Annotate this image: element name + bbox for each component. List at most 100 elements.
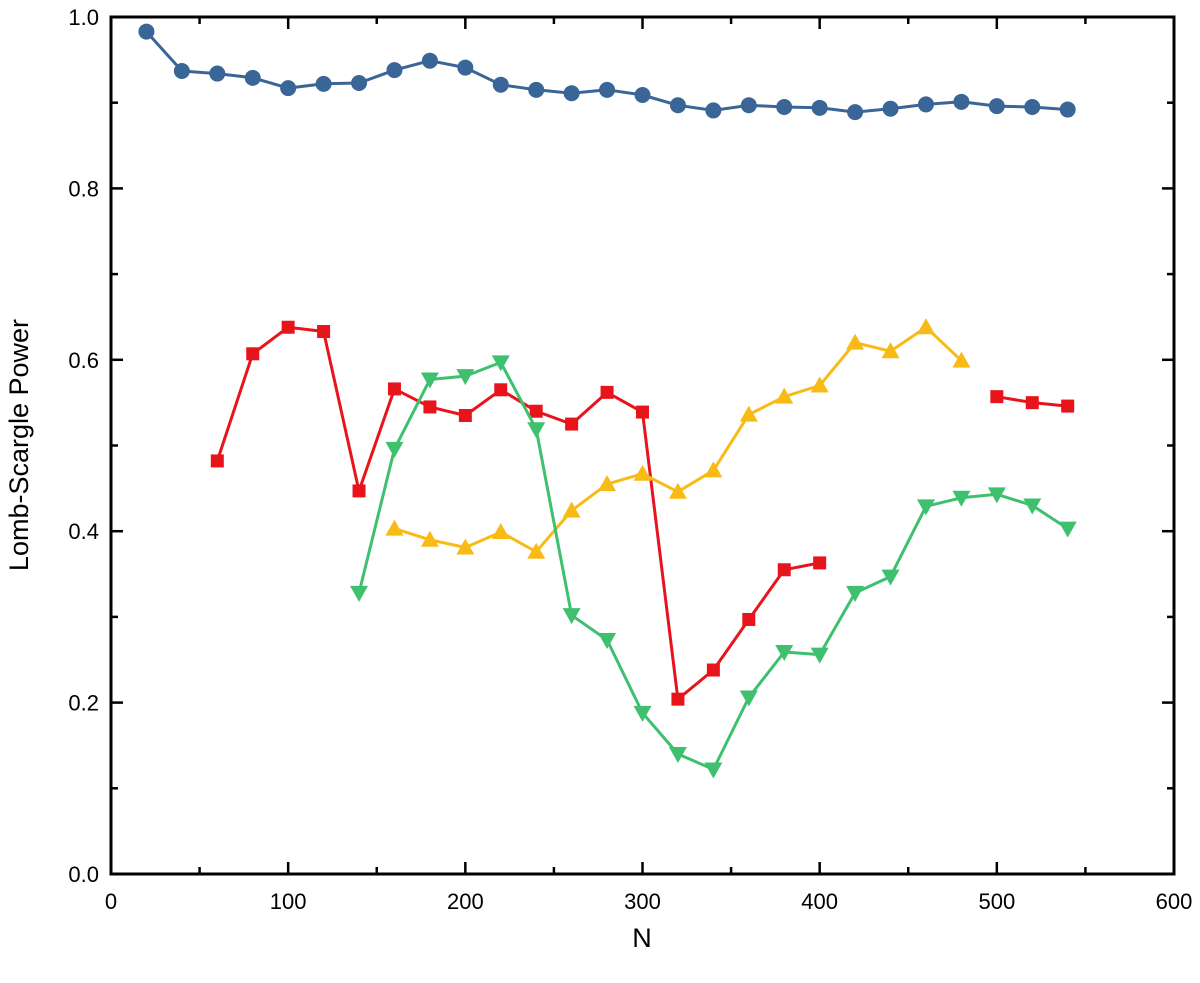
data-point xyxy=(1058,521,1077,538)
data-point xyxy=(739,405,758,422)
data-point xyxy=(246,347,260,361)
data-point xyxy=(598,475,617,492)
data-point xyxy=(1024,98,1041,115)
series-4 xyxy=(350,355,1077,779)
data-point xyxy=(456,369,475,386)
data-point xyxy=(777,563,791,577)
data-point xyxy=(988,98,1005,115)
data-point xyxy=(668,482,687,499)
y-tick-label: 0.8 xyxy=(68,176,99,201)
data-point xyxy=(847,104,864,121)
data-point xyxy=(776,98,793,115)
data-point xyxy=(458,409,472,423)
x-tick-label: 100 xyxy=(270,889,307,914)
data-point xyxy=(315,75,332,92)
y-axis: 0.0 0.2 0.4 0.6 0.8 1.0 xyxy=(68,5,1174,887)
data-point xyxy=(810,647,829,664)
series-line xyxy=(357,360,1069,771)
x-tick-label: 200 xyxy=(447,889,484,914)
y-tick-label: 1.0 xyxy=(68,5,99,30)
data-point xyxy=(810,376,829,393)
data-point xyxy=(704,461,723,478)
data-point xyxy=(742,612,756,626)
data-point xyxy=(317,325,331,339)
series-1 xyxy=(138,23,1076,121)
data-point xyxy=(492,76,509,93)
data-point xyxy=(491,355,510,372)
data-point xyxy=(775,387,794,404)
data-point xyxy=(668,747,687,764)
x-tick-label: 400 xyxy=(801,889,838,914)
data-point xyxy=(633,464,652,481)
data-point xyxy=(527,422,546,439)
data-point xyxy=(1023,498,1042,515)
data-point xyxy=(351,74,368,91)
data-point xyxy=(244,69,261,86)
data-point xyxy=(527,542,546,559)
data-point xyxy=(633,705,652,722)
data-point xyxy=(386,62,403,79)
data-point xyxy=(1025,396,1039,410)
data-point xyxy=(385,519,404,536)
data-point xyxy=(387,382,401,396)
data-point xyxy=(740,97,757,114)
x-tick-label: 300 xyxy=(624,889,661,914)
y-tick-label: 0.6 xyxy=(68,348,99,373)
data-point xyxy=(705,102,722,119)
data-point xyxy=(775,645,794,662)
data-point xyxy=(420,372,439,389)
series-2 xyxy=(210,320,1075,706)
data-point xyxy=(990,390,1004,404)
series-3 xyxy=(385,318,971,559)
x-tick-label: 0 xyxy=(105,889,117,914)
data-point xyxy=(846,585,865,602)
data-point xyxy=(600,385,614,399)
data-point xyxy=(423,400,437,414)
data-point xyxy=(917,96,934,113)
y-tick-label: 0.0 xyxy=(68,862,99,887)
data-point xyxy=(280,80,297,97)
data-point xyxy=(491,523,510,540)
data-point xyxy=(350,585,369,602)
data-point xyxy=(811,99,828,116)
data-point xyxy=(882,100,899,117)
data-point xyxy=(706,663,720,677)
data-point xyxy=(739,690,758,707)
data-point xyxy=(173,62,190,79)
data-point xyxy=(352,484,366,498)
data-point xyxy=(952,351,971,368)
data-point xyxy=(562,608,581,625)
data-point xyxy=(881,342,900,359)
data-point xyxy=(456,538,475,555)
y-tick-label: 0.2 xyxy=(68,691,99,716)
data-point xyxy=(671,692,685,706)
plot-frame xyxy=(109,15,1176,876)
data-point xyxy=(669,97,686,114)
series-line xyxy=(215,325,820,701)
data-point xyxy=(420,530,439,547)
data-point xyxy=(494,383,508,397)
data-point xyxy=(634,86,651,103)
data-point xyxy=(916,318,935,335)
data-point xyxy=(563,85,580,102)
data-point xyxy=(138,23,155,40)
x-axis-title: N xyxy=(632,923,652,953)
data-point xyxy=(385,441,404,458)
data-point xyxy=(952,490,971,507)
data-point xyxy=(281,320,295,334)
data-point xyxy=(953,93,970,110)
series-layer xyxy=(138,23,1077,779)
y-axis-title: Lomb-Scargle Power xyxy=(4,319,34,571)
data-point xyxy=(1059,101,1076,118)
data-point xyxy=(636,405,649,419)
x-axis: 0 100 200 300 400 500 600 xyxy=(105,17,1192,914)
data-point xyxy=(704,762,723,779)
data-point xyxy=(813,556,827,570)
data-point xyxy=(881,569,900,586)
data-point xyxy=(987,487,1006,504)
x-tick-label: 600 xyxy=(1156,889,1193,914)
data-point xyxy=(562,501,581,518)
data-point xyxy=(529,404,543,418)
data-point xyxy=(528,81,545,98)
data-point xyxy=(598,633,617,650)
